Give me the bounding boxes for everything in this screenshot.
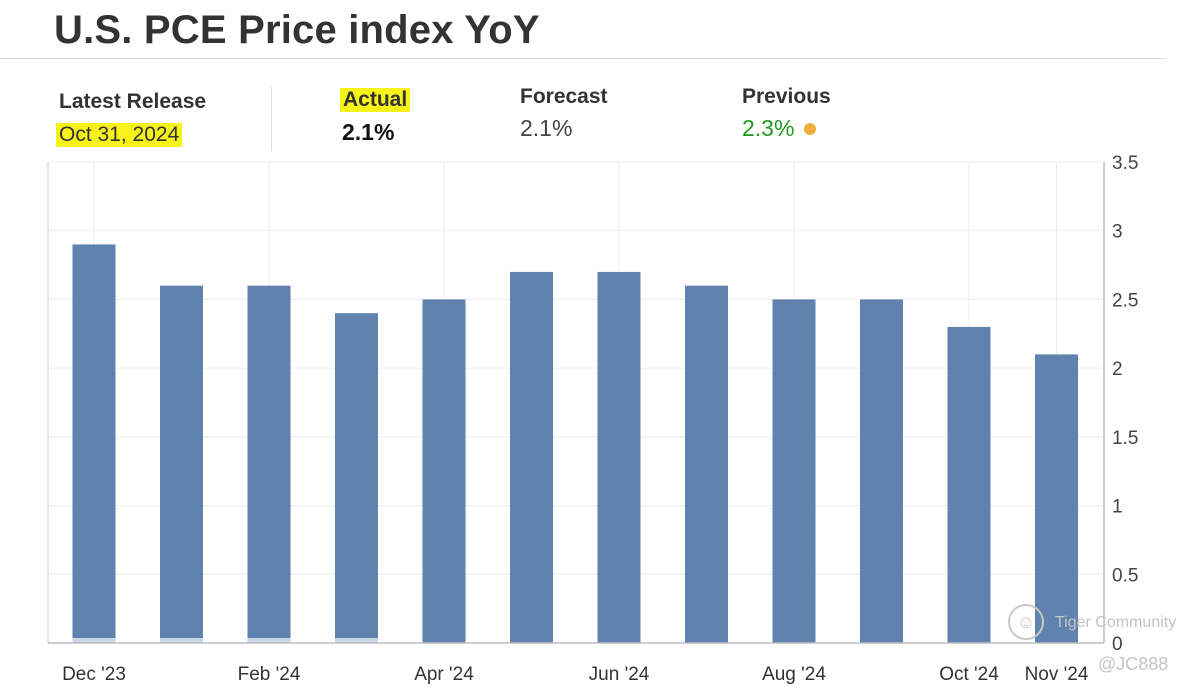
stats-divider <box>271 87 272 151</box>
x-tick-label: Nov '24 <box>1025 664 1089 685</box>
bar <box>72 244 116 643</box>
actual-label: Actual <box>340 88 411 112</box>
bar <box>422 299 466 643</box>
previous-stat: Previous 2.3% <box>742 85 831 142</box>
previous-indicator-dot <box>804 123 817 135</box>
bar <box>860 299 903 643</box>
forecast-stat: Forecast 2.1% <box>520 85 608 142</box>
bar <box>685 285 728 643</box>
bar-base <box>335 638 378 643</box>
latest-release-value: Oct 31, 2024 <box>56 123 183 147</box>
y-tick-label: 0.5 <box>1112 565 1138 586</box>
forecast-value: 2.1% <box>520 115 573 141</box>
bar <box>1035 354 1078 643</box>
bar <box>335 313 378 643</box>
x-tick-label: Apr '24 <box>414 664 474 685</box>
y-tick-label: 3.5 <box>1112 153 1138 174</box>
chart-axes <box>47 161 1105 644</box>
x-tick-label: Oct '24 <box>939 664 999 685</box>
watermark-logo-icon: ☺ <box>1008 604 1044 640</box>
latest-release-stat: Latest Release Oct 31, 2024 <box>56 90 206 147</box>
bar <box>510 271 553 643</box>
y-tick-label: 1 <box>1112 497 1123 518</box>
actual-stat: Actual 2.1% <box>340 88 411 146</box>
bar <box>247 285 291 643</box>
bar-base <box>160 638 203 643</box>
y-tick-label: 1.5 <box>1112 428 1138 449</box>
previous-value-row: 2.3% <box>742 115 831 142</box>
bar <box>597 271 641 643</box>
watermark-user: @JC888 <box>1098 654 1169 674</box>
bar <box>772 299 816 643</box>
actual-value: 2.1% <box>342 119 395 145</box>
x-tick-label: Dec '23 <box>62 664 126 685</box>
y-tick-label: 3 <box>1112 222 1123 243</box>
watermark-text: Tiger Community <box>1055 614 1177 631</box>
title-divider <box>0 58 1166 59</box>
bar-base <box>72 638 116 643</box>
latest-release-label: Latest Release <box>59 90 207 113</box>
bar <box>947 326 991 643</box>
x-tick-label: Jun '24 <box>589 664 650 685</box>
previous-value: 2.3% <box>742 115 795 141</box>
bar-base <box>247 638 291 643</box>
chart-labels: 0 0.5 1 1.5 2 2.5 3 3.5 Dec '23 Feb '24 Apr '24 Jun… <box>62 153 1138 685</box>
bar <box>160 285 203 643</box>
y-tick-label: 2.5 <box>1112 290 1138 311</box>
chart-bars <box>72 244 1078 643</box>
forecast-label: Forecast <box>520 85 608 108</box>
page-title: U.S. PCE Price index YoY <box>54 8 540 52</box>
x-tick-label: Aug '24 <box>762 664 826 685</box>
y-tick-label: 2 <box>1112 359 1123 380</box>
chart-grid <box>48 161 1104 643</box>
x-tick-label: Feb '24 <box>238 664 301 685</box>
previous-label: Previous <box>742 85 831 108</box>
y-tick-label: 0 <box>1112 634 1123 655</box>
